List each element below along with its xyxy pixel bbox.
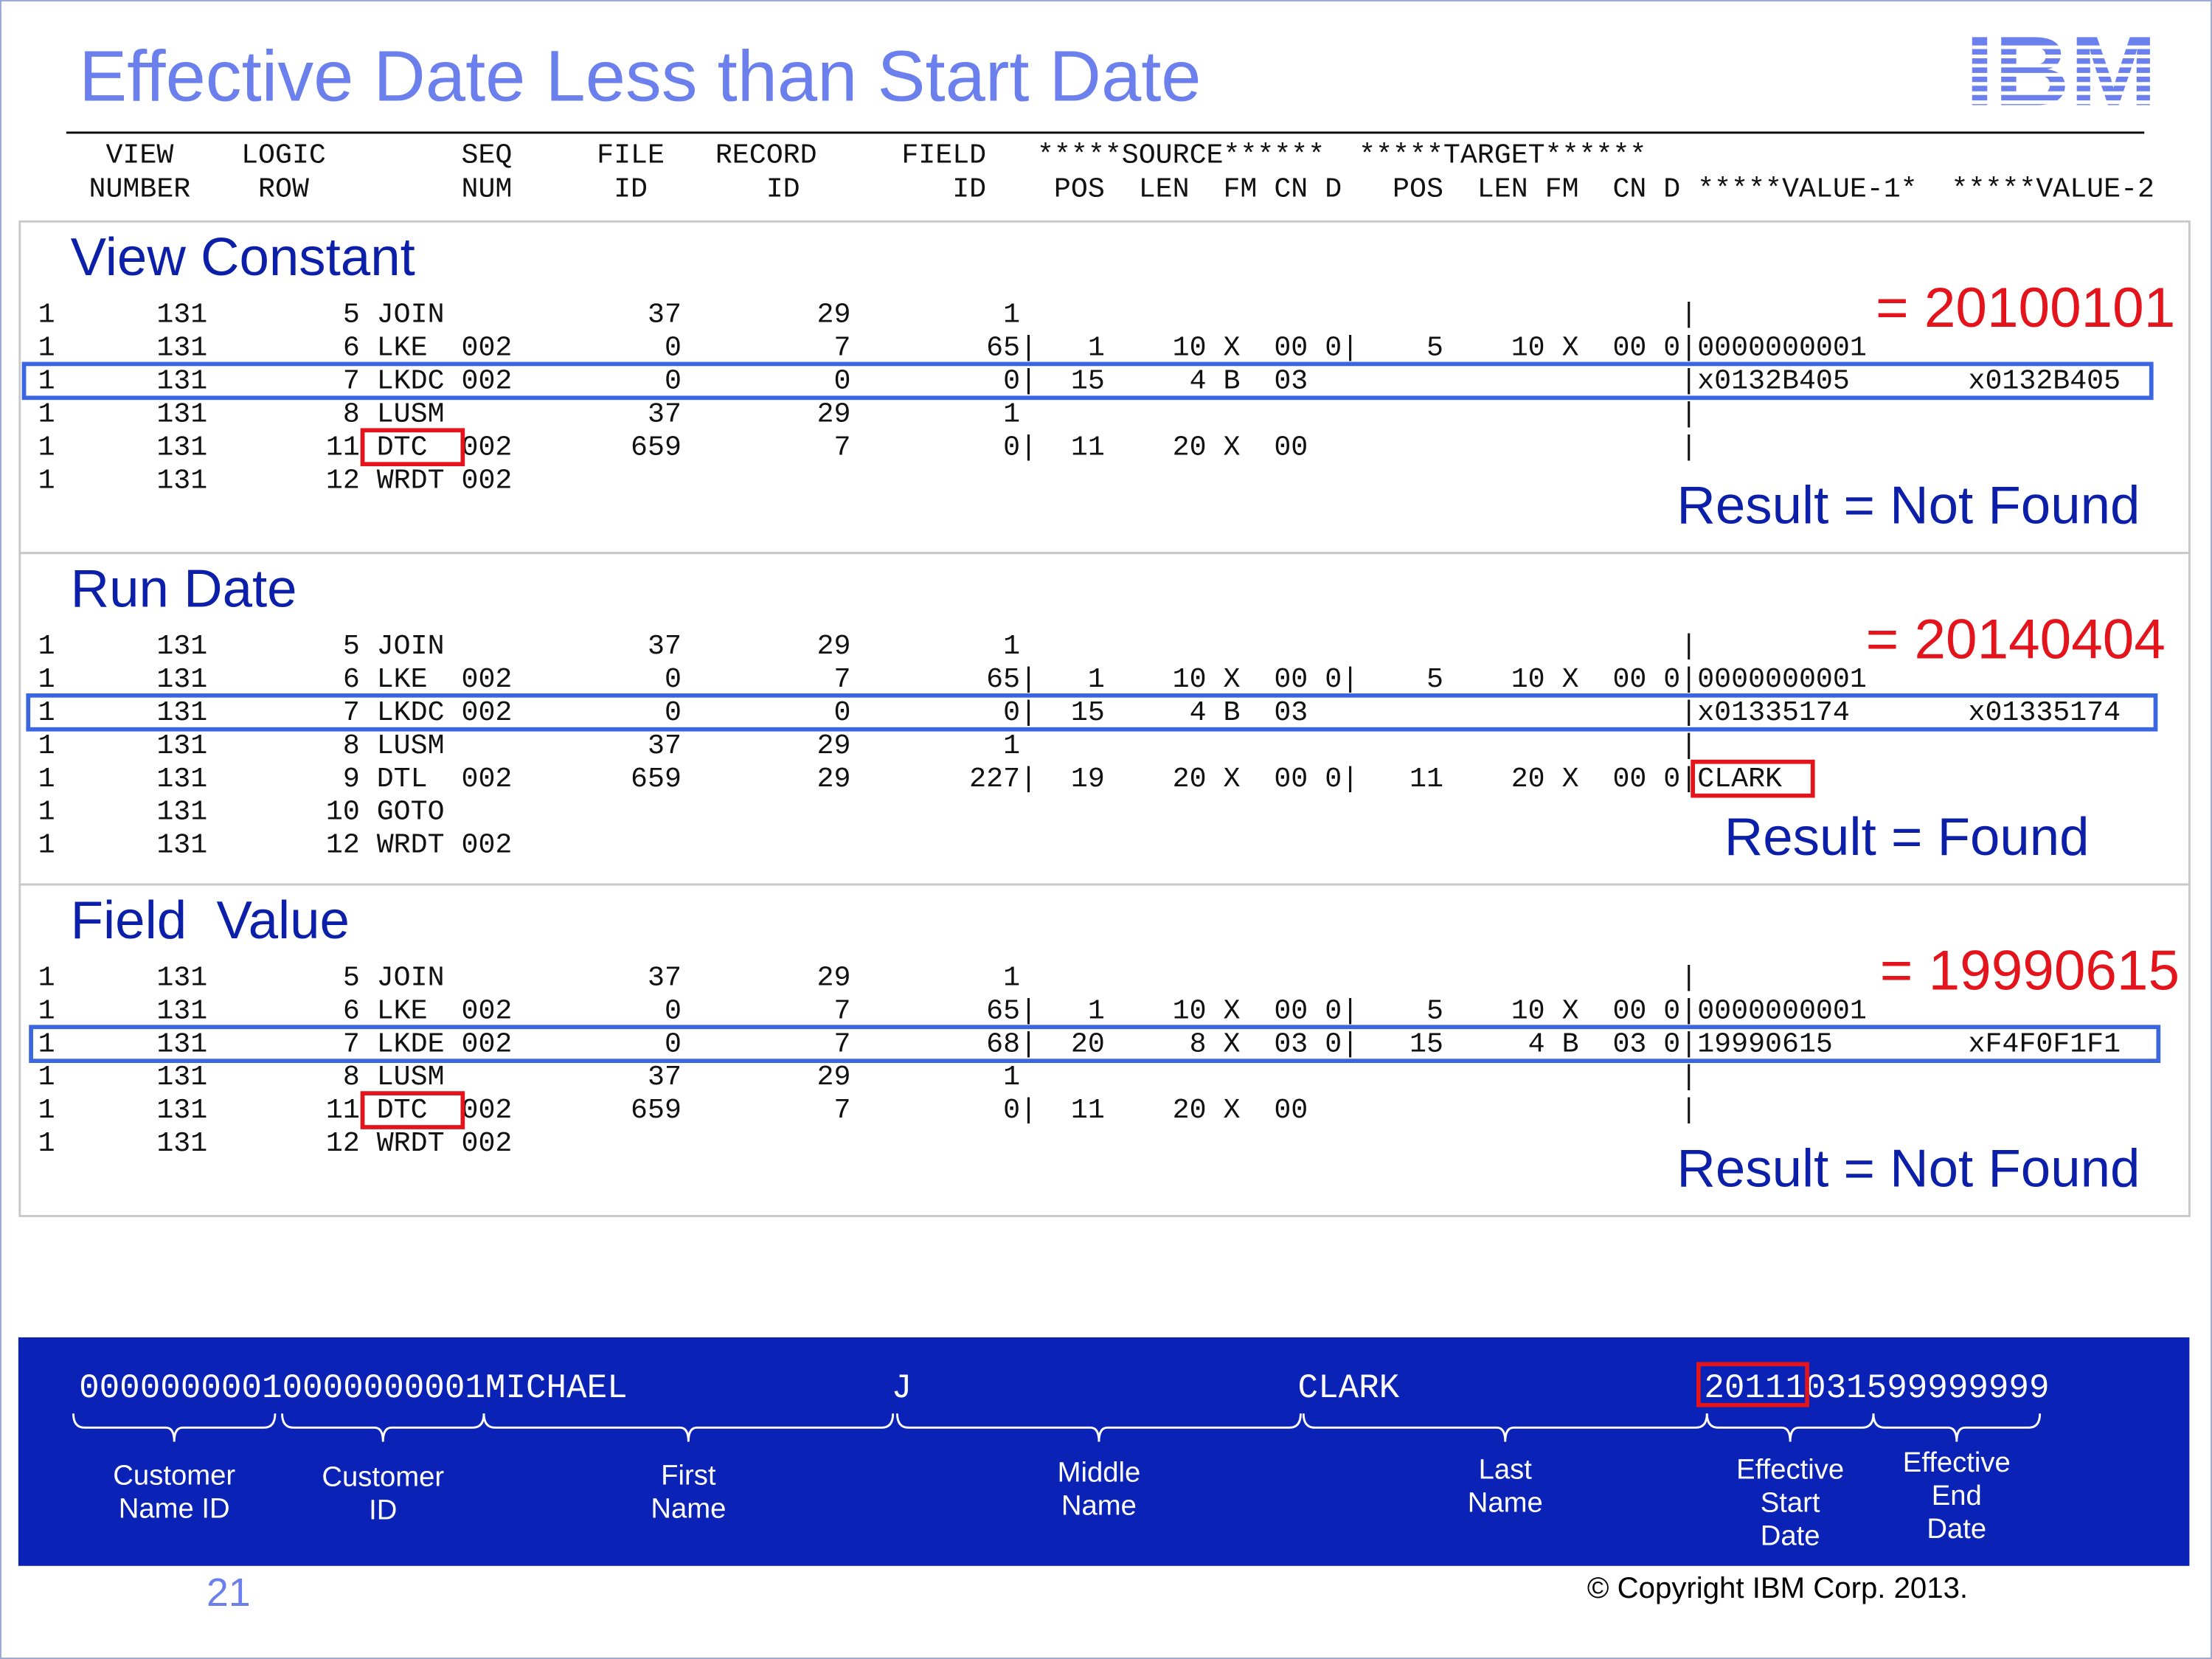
- brace: [72, 1413, 277, 1442]
- code-row: 1 131 8 LUSM 37 29 1 |: [38, 1061, 1698, 1093]
- result: Result = Not Found: [1677, 476, 2140, 536]
- highlight-box: [26, 693, 2158, 732]
- brace: [281, 1413, 485, 1442]
- section-title: View Constant: [71, 227, 415, 287]
- code-row: 1 131 12 WRDT 002: [38, 830, 513, 862]
- annotation: = 20100101: [1876, 277, 2175, 339]
- brace: [1302, 1413, 1708, 1442]
- annotation: = 20140404: [1866, 608, 2166, 671]
- field-label: Name: [651, 1492, 726, 1524]
- field-label: Date: [1927, 1513, 1986, 1545]
- field-label: Customer: [113, 1459, 235, 1491]
- result: Result = Not Found: [1677, 1138, 2140, 1198]
- code-row: 1 131 5 JOIN 37 29 1 |: [38, 962, 1698, 994]
- section-panel: [18, 883, 2191, 1217]
- field-label: Start: [1761, 1487, 1820, 1519]
- highlight-box: [360, 428, 465, 467]
- code-row: 1 131 5 JOIN 37 29 1 |: [38, 631, 1698, 662]
- logo-text: IBM: [1965, 16, 2157, 126]
- code-row: 1 131 11 DTC 002 659 7 0| 11 20 X 00 |: [38, 1095, 1698, 1126]
- result: Result = Found: [1724, 807, 2090, 867]
- field-label: First: [661, 1459, 716, 1491]
- brace: [895, 1413, 1302, 1442]
- field-label: Middle: [1058, 1457, 1141, 1489]
- code-row: 1 131 8 LUSM 37 29 1 |: [38, 398, 1698, 430]
- field-label: Customer: [322, 1461, 444, 1492]
- header-line: VIEW LOGIC SEQ FILE RECORD FIELD *****SO…: [38, 139, 1647, 171]
- brace: [482, 1413, 895, 1442]
- code-row: 1 131 12 WRDT 002: [38, 1128, 513, 1160]
- code-row: 1 131 8 LUSM 37 29 1 |: [38, 730, 1698, 762]
- highlight-box: [21, 361, 2154, 401]
- annotation: = 19990615: [1880, 940, 2180, 1002]
- code-row: 1 131 6 LKE 002 0 7 65| 1 10 X 00 0| 5 1…: [38, 664, 1867, 696]
- highlight-box: [1696, 1362, 1809, 1407]
- field-label: Effective: [1903, 1447, 2011, 1478]
- copyright: © Copyright IBM Corp. 2013.: [1587, 1571, 1968, 1604]
- logo-stripes: [1958, 45, 2164, 105]
- field-label: Date: [1761, 1520, 1820, 1552]
- code-row: 1 131 6 LKE 002 0 7 65| 1 10 X 00 0| 5 1…: [38, 995, 1867, 1027]
- code-row: 1 131 7 LKDC 002 0 0 0| 15 4 B 03 |x0132…: [38, 365, 2121, 397]
- record-text: 00000000010000000001MICHAEL J CLARK 2011…: [79, 1369, 2049, 1407]
- code-row: 1 131 5 JOIN 37 29 1 |: [38, 299, 1698, 331]
- code-row: 1 131 7 LKDE 002 0 7 68| 20 8 X 03 0| 15…: [38, 1028, 2121, 1060]
- field-label: ID: [369, 1494, 397, 1525]
- highlight-box: [1691, 759, 1815, 798]
- code-row: 1 131 12 WRDT 002: [38, 465, 513, 496]
- code-row: 1 131 6 LKE 002 0 7 65| 1 10 X 00 0| 5 1…: [38, 333, 1867, 364]
- field-label: Name: [1061, 1490, 1137, 1522]
- slide-title: Effective Date Less than Start Date: [79, 36, 1201, 117]
- record-band: [18, 1337, 2190, 1566]
- brace: [1705, 1413, 1875, 1442]
- page-number: 21: [207, 1571, 251, 1615]
- code-row: 1 131 7 LKDC 002 0 0 0| 15 4 B 03 |x0133…: [38, 697, 2121, 729]
- field-label: Name: [1468, 1487, 1543, 1519]
- highlight-box: [29, 1025, 2161, 1064]
- field-label: End: [1932, 1480, 1982, 1511]
- highlight-box: [360, 1091, 465, 1129]
- field-label: Effective: [1736, 1454, 1844, 1486]
- field-label: Name ID: [119, 1492, 230, 1524]
- header-line: NUMBER ROW NUM ID ID ID POS LEN FM CN D …: [38, 173, 2154, 205]
- section-title: Field Value: [71, 890, 350, 950]
- code-row: 1 131 10 GOTO: [38, 797, 445, 828]
- section-title: Run Date: [71, 558, 297, 618]
- ibm-logo: IBM: [1958, 16, 2164, 126]
- code-row: 1 131 11 DTC 002 659 7 0| 11 20 X 00 |: [38, 432, 1698, 463]
- field-label: Last: [1479, 1454, 1533, 1486]
- brace: [1872, 1413, 2042, 1442]
- code-row: 1 131 9 DTL 002 659 29 227| 19 20 X 00 0…: [38, 763, 1782, 795]
